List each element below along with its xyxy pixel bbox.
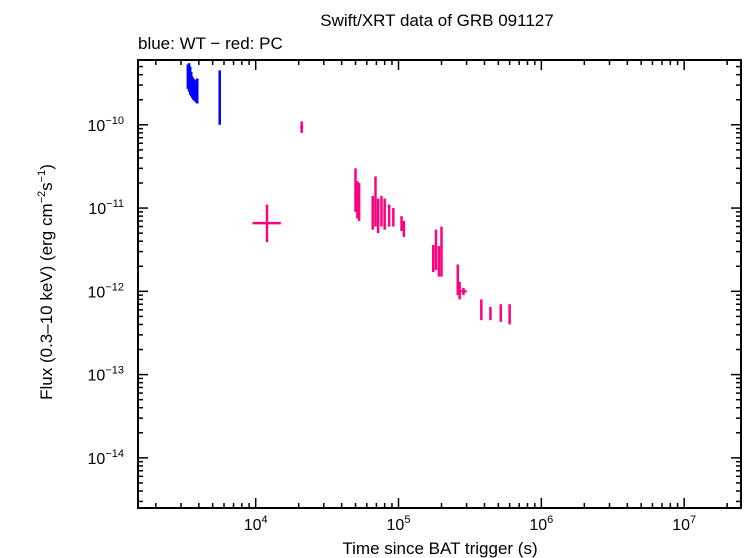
data-point-pc: [434, 229, 438, 271]
data-point-pc: [402, 220, 406, 237]
data-point-pc: [380, 195, 383, 227]
chart-subtitle: blue: WT − red: PC: [138, 34, 283, 53]
data-point-pc: [387, 204, 391, 227]
x-tick-label: 104: [244, 514, 268, 534]
plot-frame: [137, 59, 742, 509]
data-point-pc: [437, 246, 441, 277]
data-point-pc: [440, 226, 443, 277]
data-point-pc: [508, 304, 511, 325]
x-tick-label: 105: [387, 514, 411, 534]
x-tick-label: 106: [529, 514, 553, 534]
y-tick-label-base: 10: [88, 368, 106, 385]
y-tick-label-base: 10: [88, 118, 106, 135]
x-tick-label-base: 10: [387, 517, 405, 534]
y-tick-label-base: 10: [88, 201, 106, 218]
x-tick-label-exp: 4: [262, 514, 268, 526]
y-axis-label-post: ): [37, 164, 56, 170]
data-point-pc: [252, 204, 281, 243]
x-tick-label-exp: 7: [690, 514, 696, 526]
data-point-pc: [431, 245, 435, 273]
y-axis-label: Flux (0.3–10 keV) (erg cm−2s−1): [36, 164, 56, 400]
y-tick-label-exp: −12: [105, 281, 124, 293]
data-point-wt: [196, 78, 199, 104]
data-point-pc: [400, 216, 403, 232]
data-point-pc: [374, 176, 377, 227]
data-point-pc: [489, 306, 492, 321]
data-point-pc: [376, 198, 380, 234]
data-point-pc: [383, 198, 386, 230]
y-axis-label-pre: Flux (0.3–10 keV) (erg cm: [37, 203, 56, 400]
data-point-pc: [458, 281, 461, 300]
data-point-pc: [392, 208, 395, 227]
y-tick-label-exp: −14: [105, 448, 124, 460]
y-axis-label-sup2: −1: [36, 170, 48, 183]
x-tick-label-exp: 5: [404, 514, 410, 526]
x-tick-label-base: 10: [529, 517, 547, 534]
data-point-pc: [300, 121, 304, 133]
data-point-pc: [461, 287, 467, 296]
y-tick-label: 10−14: [88, 448, 124, 468]
y-tick-label-exp: −11: [106, 198, 124, 210]
x-tick-label-base: 10: [244, 517, 262, 534]
x-tick-label-exp: 6: [547, 514, 553, 526]
data-point-pc: [480, 299, 483, 321]
y-tick-label-exp: −13: [105, 365, 124, 377]
chart-title: Swift/XRT data of GRB 091127: [320, 11, 553, 30]
y-axis-label-sup1: −2: [36, 191, 48, 204]
data-marks: [186, 63, 511, 325]
y-axis-label-mid: s: [37, 182, 56, 191]
x-tick-label: 107: [672, 514, 696, 534]
data-point-pc: [357, 182, 361, 221]
data-point-wt: [218, 70, 221, 125]
y-tick-label: 10−12: [88, 281, 124, 301]
y-tick-label: 10−13: [88, 365, 124, 385]
data-point-pc: [356, 181, 359, 219]
y-tick-label-base: 10: [88, 451, 106, 468]
y-tick-label-base: 10: [88, 284, 106, 301]
x-axis-label: Time since BAT trigger (s): [342, 539, 537, 558]
y-tick-label: 10−11: [88, 198, 124, 218]
x-tick-label-base: 10: [672, 517, 690, 534]
y-tick-label-exp: −10: [105, 115, 124, 127]
y-tick-label: 10−10: [88, 115, 124, 135]
data-point-pc: [499, 304, 503, 322]
series-wt: [186, 63, 221, 125]
series-pc: [252, 121, 511, 325]
data-point-pc: [371, 195, 374, 230]
